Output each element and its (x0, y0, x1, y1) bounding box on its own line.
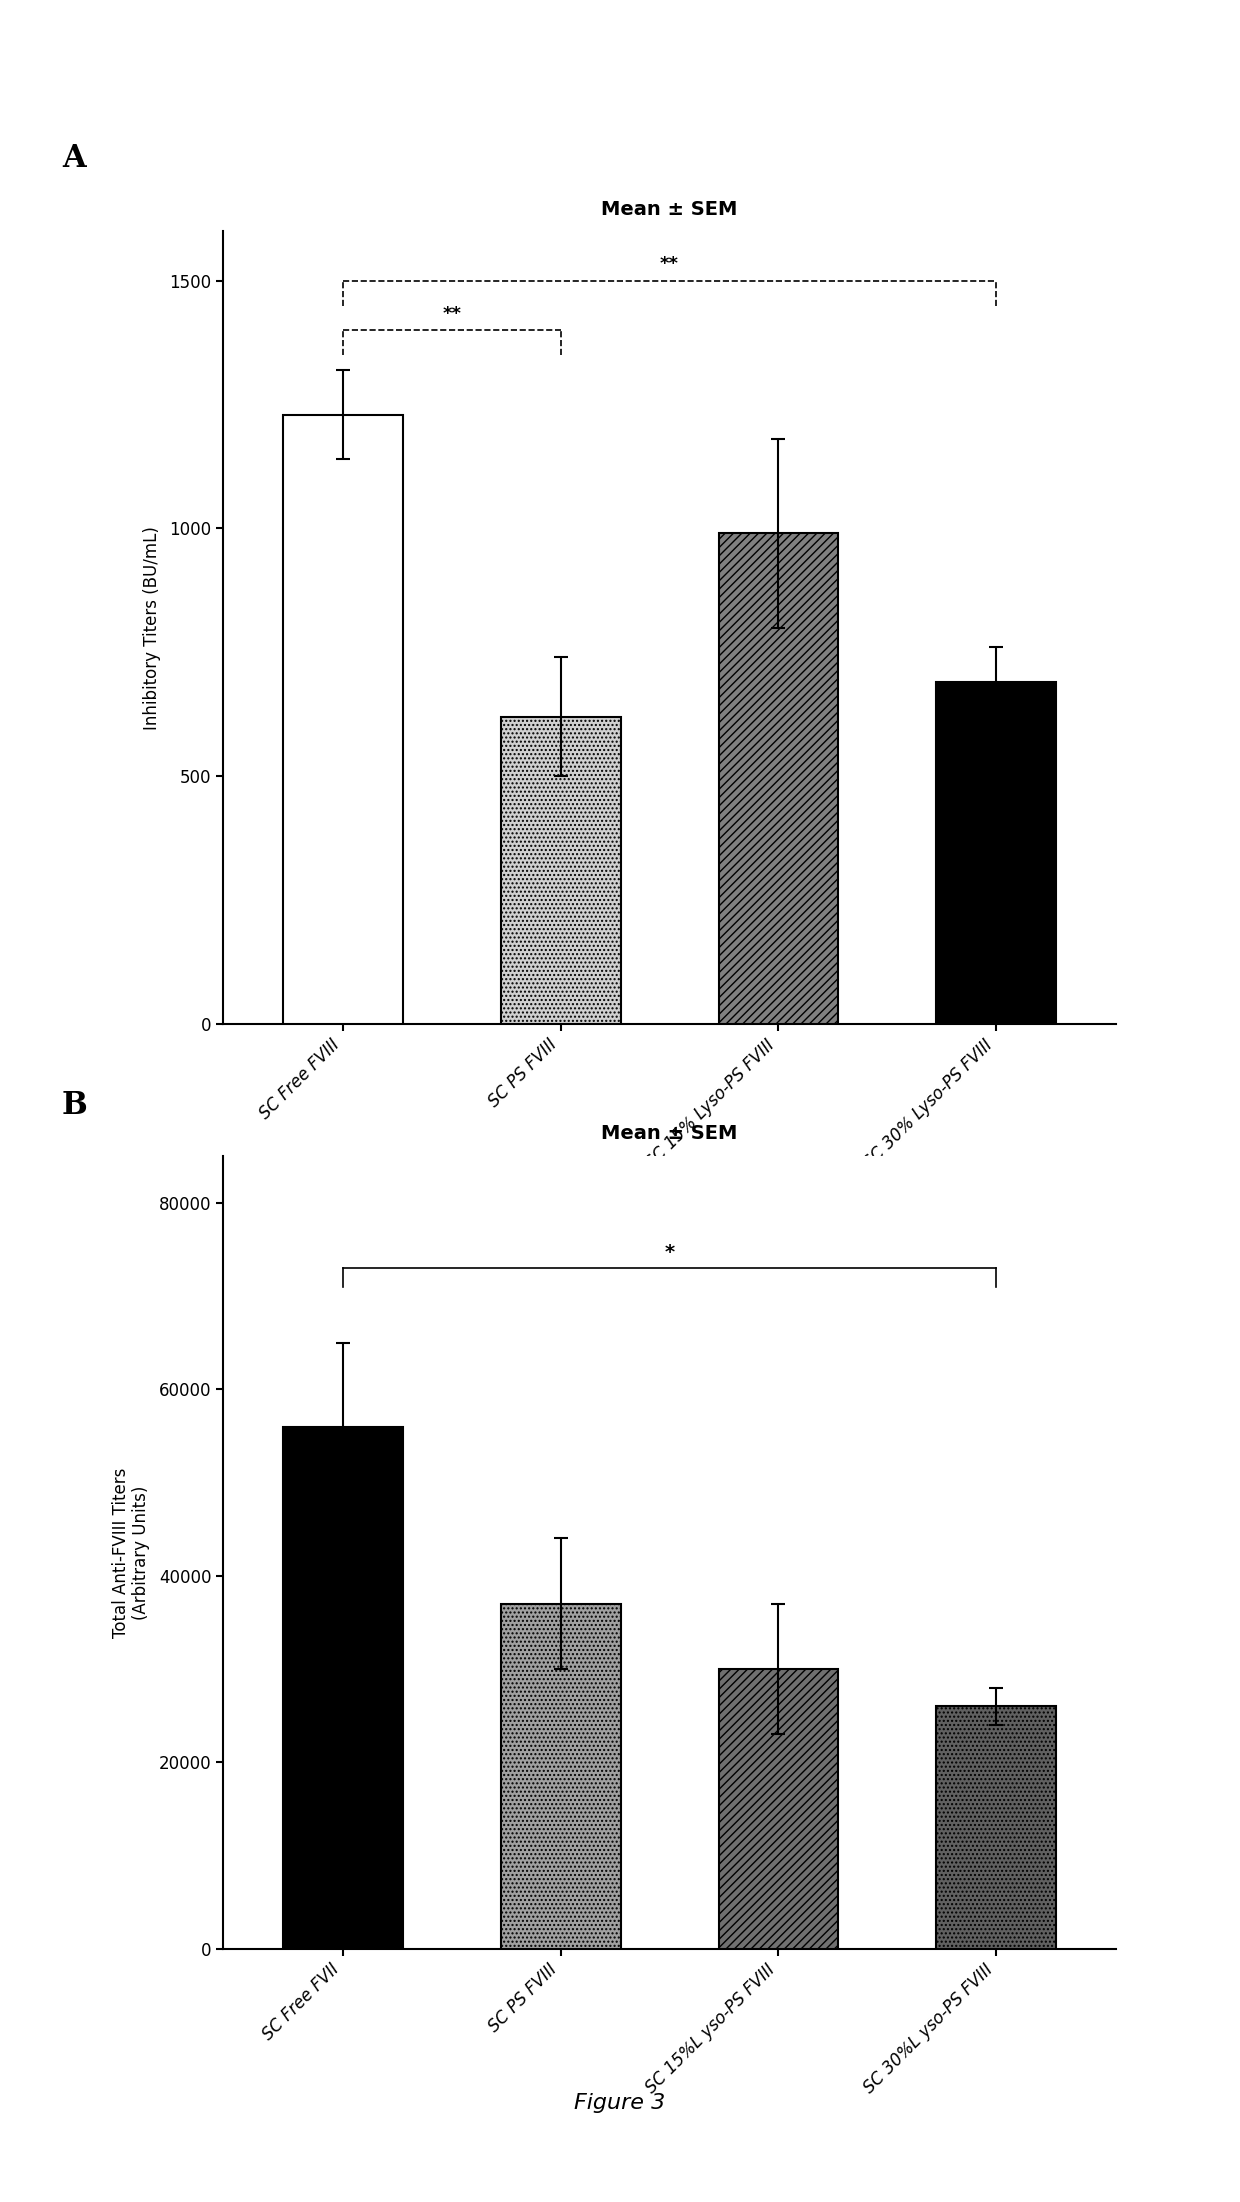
Text: A: A (62, 143, 86, 174)
Bar (501, 718, 620, 1024)
Bar (719, 1669, 838, 1949)
Y-axis label: Inhibitory Titers (BU/mL): Inhibitory Titers (BU/mL) (143, 526, 161, 729)
Bar (283, 1427, 403, 1949)
Text: **: ** (660, 255, 680, 273)
Text: *: * (665, 1244, 675, 1262)
Title: Mean ± SEM: Mean ± SEM (601, 200, 738, 218)
Text: Figure 3: Figure 3 (574, 2092, 666, 2114)
Bar (283, 414, 403, 1024)
Text: **: ** (443, 304, 461, 324)
Bar (936, 1707, 1056, 1949)
Title: Mean ± SEM: Mean ± SEM (601, 1125, 738, 1143)
Bar (719, 533, 838, 1024)
Bar (936, 683, 1056, 1024)
Text: B: B (62, 1090, 88, 1121)
Bar (501, 1603, 620, 1949)
Y-axis label: Total Anti-FVIII Titers
(Arbitrary Units): Total Anti-FVIII Titers (Arbitrary Units… (112, 1467, 150, 1638)
